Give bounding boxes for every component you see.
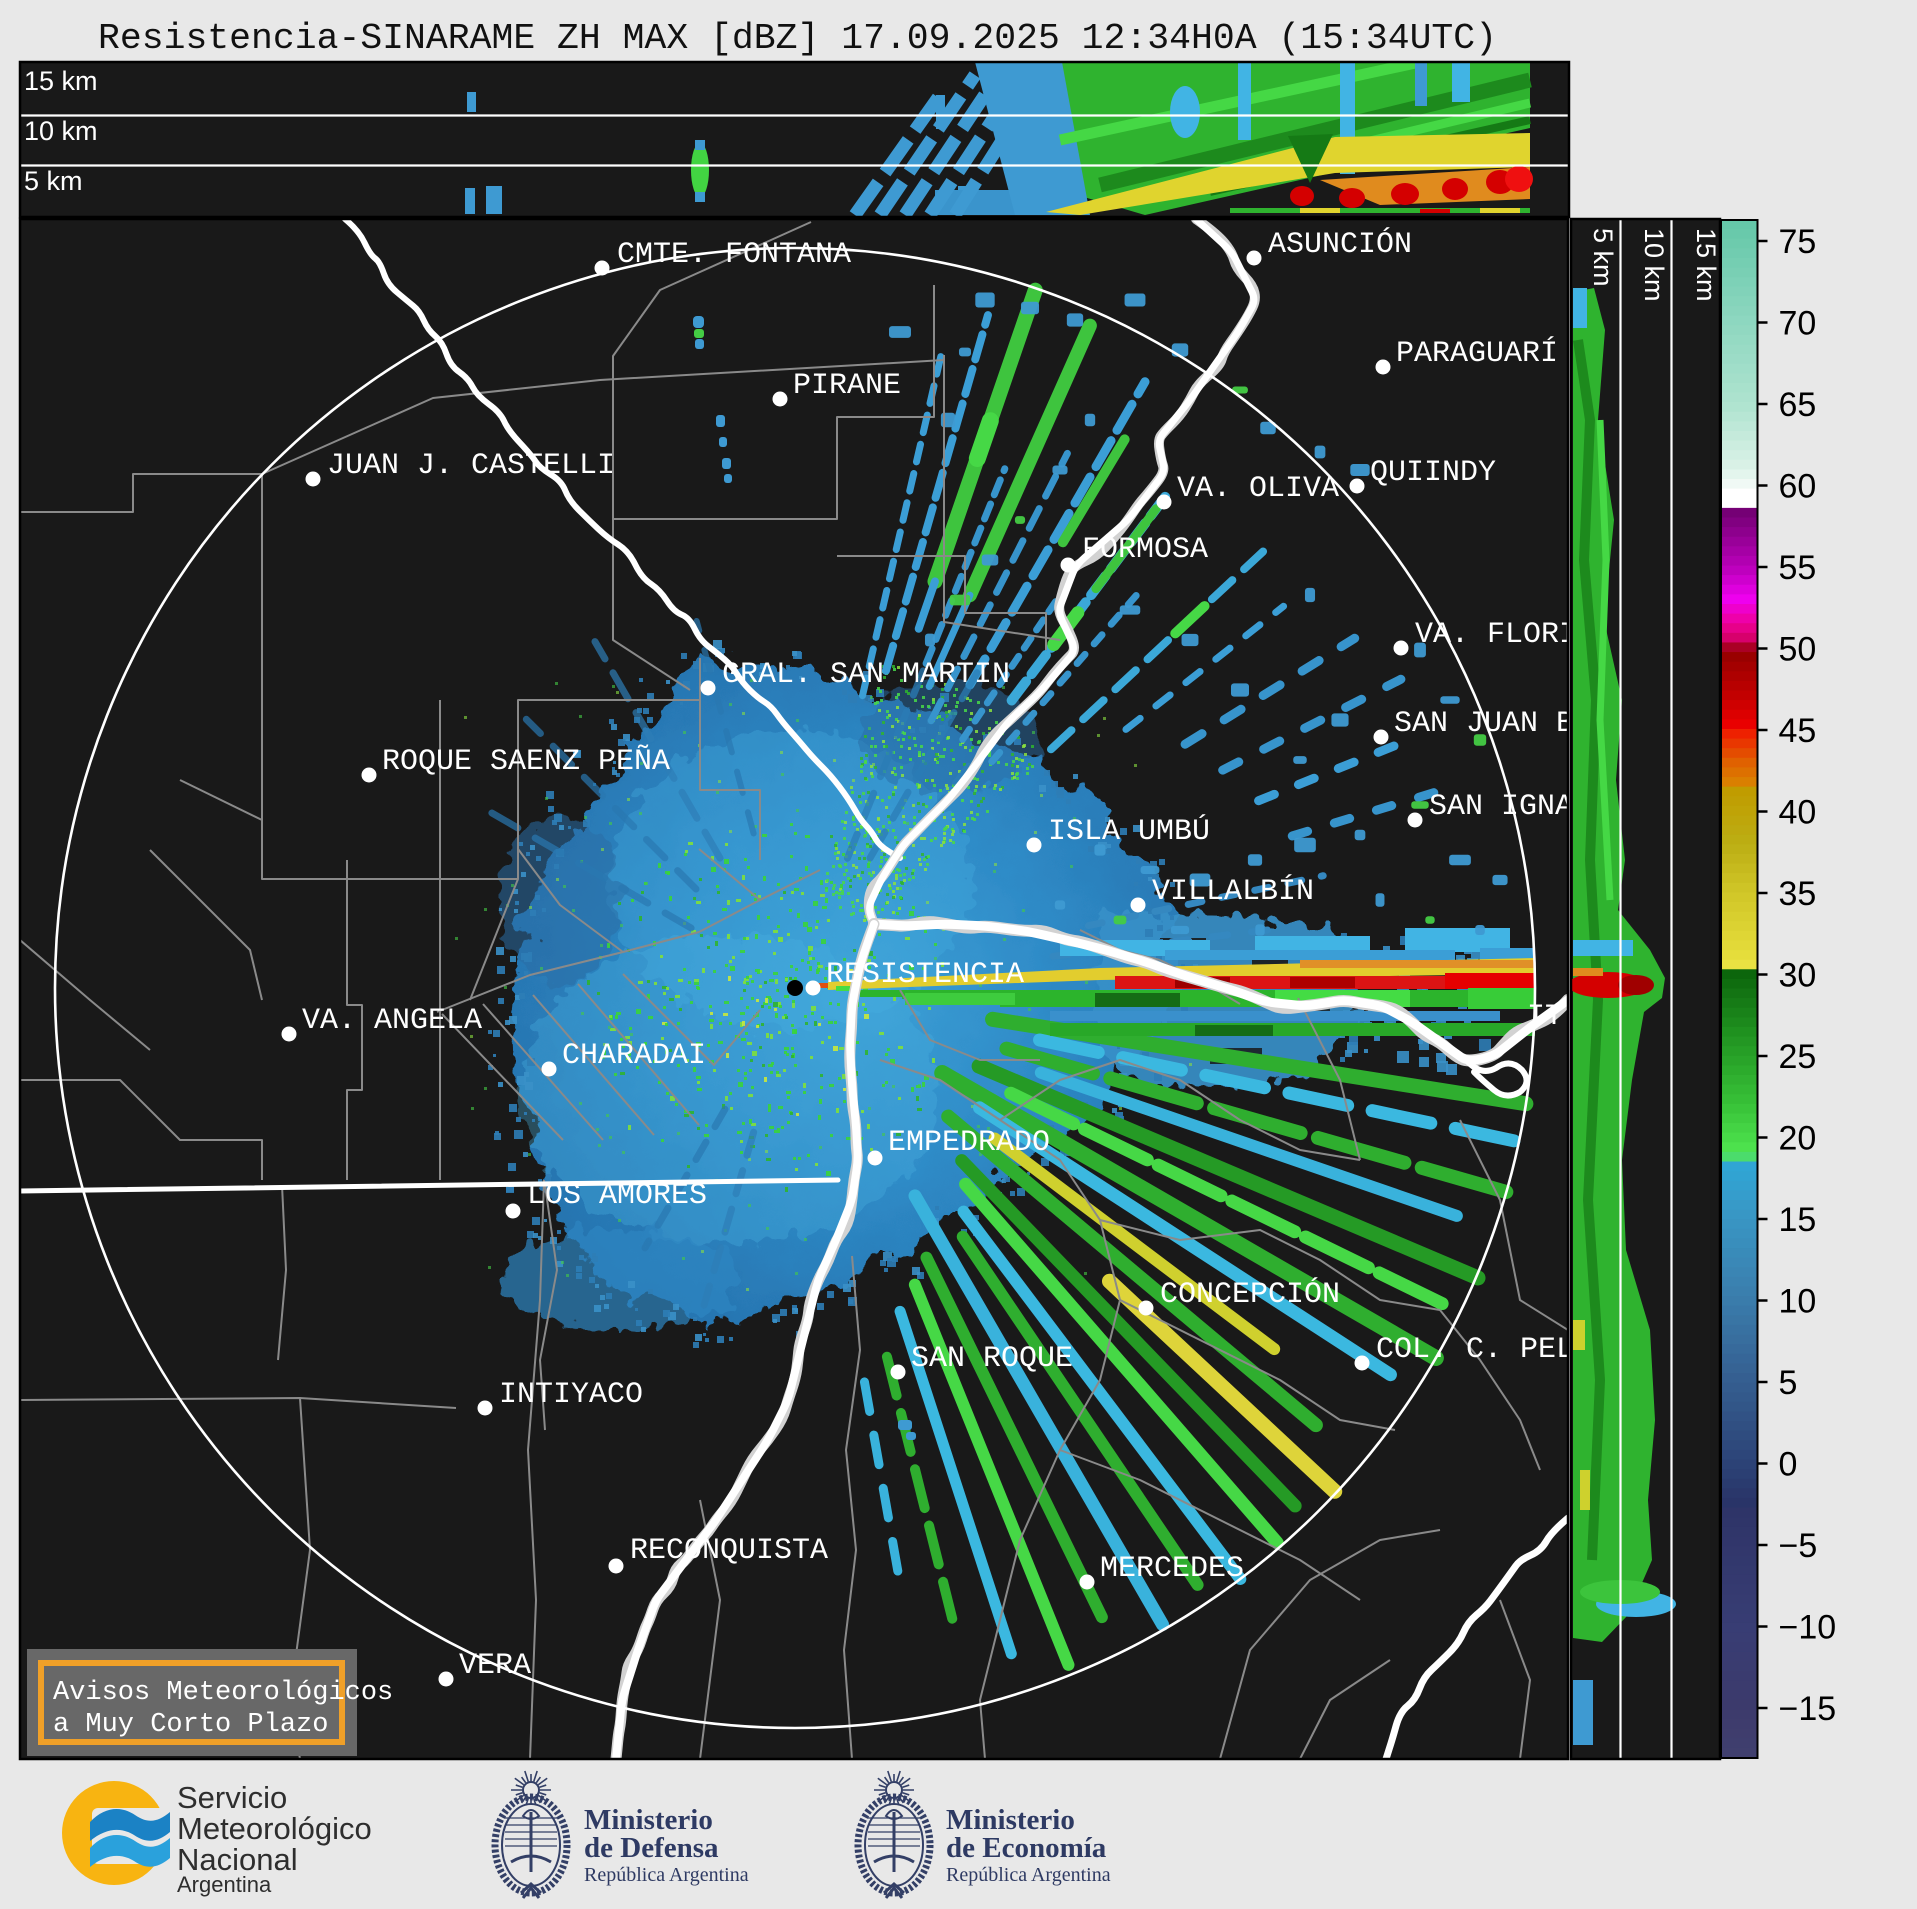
svg-text:40: 40 (1779, 794, 1817, 832)
svg-text:30: 30 (1779, 957, 1817, 995)
svg-text:45: 45 (1779, 712, 1817, 750)
svg-text:QUIINDY: QUIINDY (1370, 456, 1496, 490)
svg-text:de Economía: de Economía (946, 1832, 1107, 1864)
svg-text:INTIYACO: INTIYACO (499, 1378, 643, 1412)
svg-text:EMPEDRADO: EMPEDRADO (888, 1126, 1050, 1160)
svg-text:5 km: 5 km (24, 166, 83, 196)
svg-text:ASUNCIÓN: ASUNCIÓN (1268, 227, 1412, 262)
svg-text:−15: −15 (1779, 1690, 1837, 1728)
svg-text:25: 25 (1779, 1038, 1817, 1076)
svg-text:Resistencia-SINARAME ZH MAX [d: Resistencia-SINARAME ZH MAX [dBZ] 17.09.… (98, 18, 1497, 59)
svg-text:65: 65 (1779, 386, 1817, 424)
svg-text:PARAGUARÍ: PARAGUARÍ (1396, 336, 1558, 371)
svg-text:Argentina: Argentina (177, 1872, 272, 1897)
svg-text:10 km: 10 km (24, 116, 98, 146)
svg-text:Nacional: Nacional (177, 1842, 298, 1877)
svg-text:CHARADAI: CHARADAI (562, 1039, 706, 1073)
svg-text:República Argentina: República Argentina (946, 1864, 1111, 1886)
svg-text:15 km: 15 km (1691, 228, 1721, 302)
svg-text:de Defensa: de Defensa (584, 1832, 719, 1864)
svg-text:RESISTENCIA: RESISTENCIA (826, 958, 1024, 992)
svg-text:15: 15 (1779, 1201, 1817, 1239)
svg-text:−10: −10 (1779, 1609, 1837, 1647)
svg-text:LOS AMORES: LOS AMORES (527, 1179, 707, 1213)
svg-text:a Muy Corto Plazo: a Muy Corto Plazo (53, 1710, 328, 1740)
svg-text:Ministerio: Ministerio (946, 1804, 1075, 1836)
svg-text:ISLA UMBÚ: ISLA UMBÚ (1048, 814, 1210, 849)
svg-text:−5: −5 (1779, 1527, 1818, 1565)
svg-text:FORMOSA: FORMOSA (1082, 533, 1208, 567)
svg-text:PIRANE: PIRANE (793, 369, 901, 403)
svg-text:JUAN J. CASTELLI: JUAN J. CASTELLI (327, 449, 615, 483)
svg-text:VA. ANGELA: VA. ANGELA (302, 1004, 482, 1038)
svg-text:55: 55 (1779, 549, 1817, 587)
svg-text:75: 75 (1779, 223, 1817, 261)
svg-text:70: 70 (1779, 305, 1817, 343)
svg-text:Ministerio: Ministerio (584, 1804, 713, 1836)
svg-text:5: 5 (1779, 1364, 1798, 1402)
svg-text:10: 10 (1779, 1283, 1817, 1321)
svg-text:RECONQUISTA: RECONQUISTA (630, 1534, 828, 1568)
svg-text:15 km: 15 km (24, 66, 98, 96)
svg-text:GRAL. SAN MARTIN: GRAL. SAN MARTIN (722, 658, 1010, 692)
svg-text:Meteorológico: Meteorológico (177, 1811, 372, 1846)
svg-text:VA. FLORID: VA. FLORID (1415, 618, 1595, 652)
svg-text:0: 0 (1779, 1446, 1798, 1484)
svg-text:10 km: 10 km (1639, 228, 1669, 302)
svg-text:Avisos Meteorológicos: Avisos Meteorológicos (53, 1678, 393, 1708)
svg-text:SAN JUAN B: SAN JUAN B (1394, 707, 1574, 741)
svg-text:60: 60 (1779, 468, 1817, 506)
svg-text:VA. OLIVA: VA. OLIVA (1177, 472, 1339, 506)
svg-text:SAN ROQUE: SAN ROQUE (911, 1342, 1073, 1376)
svg-text:50: 50 (1779, 631, 1817, 669)
svg-text:VILLALBÍN: VILLALBÍN (1152, 874, 1314, 909)
svg-text:República Argentina: República Argentina (584, 1864, 749, 1886)
svg-text:5 km: 5 km (1588, 228, 1618, 287)
svg-text:35: 35 (1779, 875, 1817, 913)
svg-text:COL. C. PEL: COL. C. PEL (1376, 1333, 1574, 1367)
svg-text:ROQUE SAENZ PEÑA: ROQUE SAENZ PEÑA (382, 744, 670, 779)
svg-text:MERCEDES: MERCEDES (1100, 1552, 1244, 1586)
svg-text:Servicio: Servicio (177, 1780, 287, 1815)
svg-text:CMTE. FONTANA: CMTE. FONTANA (617, 238, 851, 272)
svg-text:VERA: VERA (459, 1649, 531, 1683)
svg-text:CONCEPCIÓN: CONCEPCIÓN (1160, 1277, 1340, 1312)
svg-text:SAN IGNA: SAN IGNA (1429, 790, 1573, 824)
svg-text:20: 20 (1779, 1120, 1817, 1158)
svg-text:IT: IT (1527, 1000, 1563, 1034)
